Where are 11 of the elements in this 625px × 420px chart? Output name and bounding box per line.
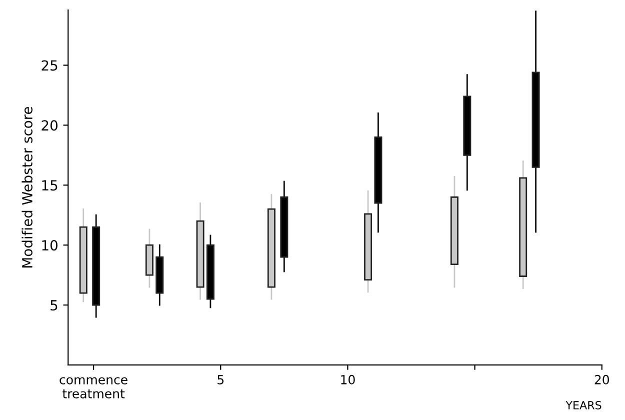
- y-tick-label: 15: [42, 180, 58, 191]
- y-tick-label: 25: [42, 60, 58, 71]
- y-tick-label: 5: [50, 300, 58, 311]
- y-axis-title: Modified Webster score: [22, 106, 32, 268]
- x-tick-label: 5: [218, 375, 224, 384]
- y-tick-label: 10: [42, 240, 58, 251]
- x-tick-label: commence treatment: [60, 377, 128, 398]
- y-tick-label: 20: [42, 120, 58, 131]
- x-tick-label: 10: [341, 374, 355, 384]
- x-axis-title: YEARS: [566, 400, 602, 410]
- x-tick-label: 20: [594, 374, 609, 384]
